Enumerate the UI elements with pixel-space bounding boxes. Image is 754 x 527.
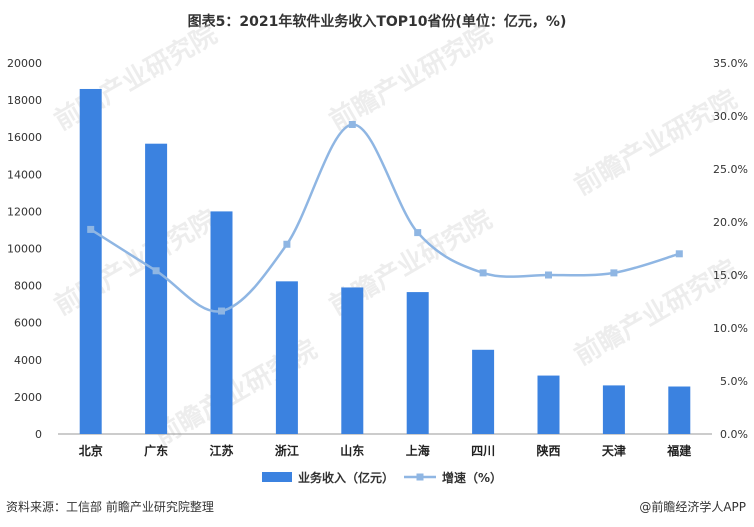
y-right-tick-label: 15.0%	[713, 269, 748, 282]
growth-line	[90, 123, 680, 313]
x-category-label: 福建	[666, 443, 692, 458]
line-marker	[545, 271, 552, 279]
bar	[602, 385, 625, 434]
brand-note: @前瞻经济学人APP	[639, 500, 746, 514]
y-left-tick-label: 20000	[7, 57, 42, 70]
line-marker	[218, 307, 225, 315]
line-marker	[152, 267, 160, 275]
line-marker	[87, 225, 95, 233]
y-left-tick-label: 16000	[7, 131, 42, 144]
x-category-label: 山东	[340, 443, 364, 458]
bar	[145, 143, 168, 434]
y-left-tick-label: 2000	[14, 391, 42, 404]
y-left-tick-label: 14000	[7, 168, 42, 181]
bar	[472, 349, 495, 434]
chart-title: 图表5：2021年软件业务收入TOP10省份(单位：亿元，%)	[188, 13, 567, 30]
watermark-text: 前瞻产业研究院	[569, 84, 742, 202]
line-marker	[414, 229, 422, 237]
x-category-label: 天津	[602, 443, 626, 458]
y-left-tick-label: 10000	[7, 243, 42, 256]
y-right-tick-label: 30.0%	[713, 110, 748, 123]
line-marker	[283, 240, 291, 248]
bar	[406, 292, 429, 434]
x-category-label: 北京	[79, 443, 103, 458]
line-marker	[479, 269, 487, 277]
bar	[341, 287, 364, 434]
legend-bar-swatch	[262, 472, 292, 482]
y-left-tick-label: 12000	[7, 205, 42, 218]
legend-line-marker	[416, 473, 424, 481]
y-left-tick-label: 0	[35, 428, 42, 441]
line-marker	[675, 250, 683, 258]
line-series	[87, 120, 683, 315]
y-left-tick-label: 4000	[14, 354, 42, 367]
y-right-tick-label: 0.0%	[720, 428, 748, 441]
x-category-label: 江苏	[209, 443, 233, 458]
y-left-tick-label: 18000	[7, 94, 42, 107]
x-category-label: 四川	[471, 444, 495, 458]
x-category-label: 陕西	[536, 443, 560, 458]
y-right-tick-label: 20.0%	[713, 216, 748, 229]
y-left-tick-label: 6000	[14, 317, 42, 330]
line-marker	[610, 269, 618, 277]
source-note: 资料来源：工信部 前瞻产业研究院整理	[6, 500, 214, 514]
y-right-tick-label: 35.0%	[713, 57, 748, 70]
bar-series	[79, 88, 691, 434]
watermark-text: 前瞻产业研究院	[49, 19, 222, 137]
line-marker	[348, 120, 356, 128]
y-right-tick-label: 10.0%	[713, 322, 748, 335]
x-category-label: 浙江	[275, 443, 299, 458]
x-category-label: 广东	[144, 443, 168, 458]
legend-line-label: 增速（%）	[442, 470, 502, 485]
legend-bar-label: 业务收入（亿元）	[298, 470, 394, 485]
bar	[537, 375, 560, 434]
x-category-label: 上海	[406, 443, 430, 458]
bar	[668, 386, 691, 434]
legend: 业务收入（亿元） 增速（%）	[262, 470, 502, 485]
y-left-tick-label: 8000	[14, 280, 42, 293]
y-right-tick-label: 5.0%	[720, 375, 748, 388]
bar	[79, 88, 102, 434]
bar	[275, 281, 298, 434]
watermark-text: 前瞻产业研究院	[324, 19, 497, 137]
y-right-tick-label: 25.0%	[713, 163, 748, 176]
bar	[210, 211, 233, 434]
